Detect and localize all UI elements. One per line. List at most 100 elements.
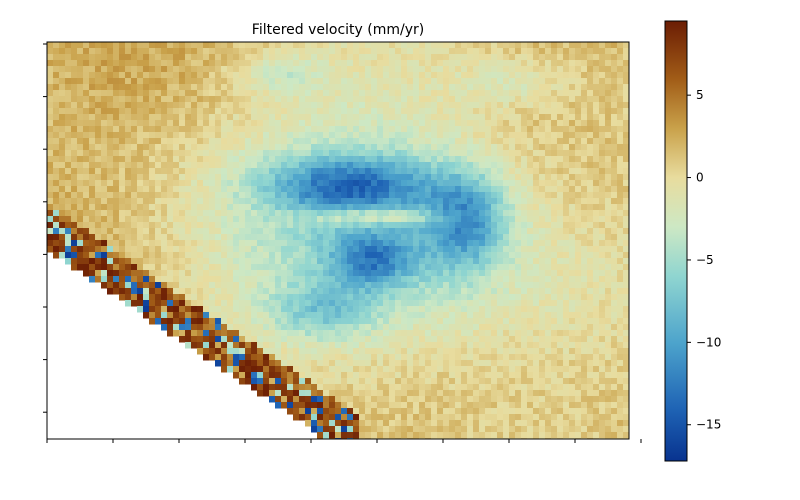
heatmap-cell — [575, 270, 582, 277]
heatmap-cell — [107, 264, 114, 271]
heatmap-cell — [347, 84, 354, 91]
heatmap-cell — [569, 252, 576, 259]
heatmap-cell — [257, 288, 264, 295]
heatmap-cell — [437, 270, 444, 277]
heatmap-cell — [545, 198, 552, 205]
heatmap-cell — [149, 318, 156, 325]
heatmap-cell — [587, 276, 594, 283]
heatmap-cell — [347, 354, 354, 361]
heatmap-cell — [419, 156, 426, 163]
heatmap-cell — [215, 162, 222, 169]
heatmap-cell — [353, 246, 360, 253]
heatmap-cell — [479, 240, 486, 247]
heatmap-cell — [413, 222, 420, 229]
heatmap-cell — [215, 144, 222, 151]
heatmap-cell — [101, 192, 108, 199]
heatmap-cell — [125, 90, 132, 97]
heatmap-cell — [269, 180, 276, 187]
heatmap-cell — [605, 108, 612, 115]
heatmap-cell — [215, 138, 222, 145]
heatmap-cell — [437, 252, 444, 259]
heatmap-cell — [419, 354, 426, 361]
heatmap-cell — [53, 228, 60, 235]
heatmap-cell — [467, 330, 474, 337]
heatmap-cell — [389, 258, 396, 265]
heatmap-cell — [473, 288, 480, 295]
heatmap-cell — [473, 246, 480, 253]
heatmap-cell — [473, 162, 480, 169]
heatmap-cell — [311, 150, 318, 157]
heatmap-cell — [197, 216, 204, 223]
heatmap-cell — [233, 108, 240, 115]
heatmap-cell — [545, 156, 552, 163]
heatmap-cell — [95, 252, 102, 259]
heatmap-cell — [53, 240, 60, 247]
heatmap-cell — [467, 222, 474, 229]
heatmap-cell — [227, 126, 234, 133]
heatmap-cell — [299, 180, 306, 187]
heatmap-cell — [479, 222, 486, 229]
heatmap-cell — [107, 54, 114, 61]
heatmap-cell — [77, 114, 84, 121]
heatmap-cell — [527, 138, 534, 145]
heatmap-cell — [497, 96, 504, 103]
heatmap-cell — [605, 102, 612, 109]
heatmap-cell — [383, 84, 390, 91]
heatmap-cell — [527, 78, 534, 85]
heatmap-cell — [407, 354, 414, 361]
heatmap-cell — [569, 186, 576, 193]
heatmap-cell — [191, 288, 198, 295]
heatmap-cell — [239, 300, 246, 307]
heatmap-cell — [59, 150, 66, 157]
heatmap-cell — [509, 204, 516, 211]
heatmap-cell — [269, 198, 276, 205]
heatmap-cell — [455, 288, 462, 295]
heatmap-cell — [107, 216, 114, 223]
heatmap-cell — [281, 282, 288, 289]
heatmap-cell — [191, 342, 198, 349]
heatmap-cell — [413, 126, 420, 133]
heatmap-cell — [179, 204, 186, 211]
heatmap-cell — [191, 138, 198, 145]
heatmap-cell — [437, 330, 444, 337]
heatmap-cell — [335, 162, 342, 169]
heatmap-cell — [449, 324, 456, 331]
heatmap-cell — [161, 72, 168, 79]
heatmap-cell — [473, 90, 480, 97]
heatmap-cell — [167, 144, 174, 151]
heatmap-cell — [95, 42, 102, 49]
heatmap-cell — [617, 150, 624, 157]
heatmap-cell — [347, 96, 354, 103]
heatmap-cell — [539, 144, 546, 151]
heatmap-cell — [473, 204, 480, 211]
heatmap-cell — [383, 102, 390, 109]
heatmap-cell — [359, 102, 366, 109]
heatmap-cell — [509, 318, 516, 325]
heatmap-cell — [83, 186, 90, 193]
heatmap-cell — [323, 66, 330, 73]
heatmap-cell — [299, 96, 306, 103]
heatmap-cell — [503, 108, 510, 115]
heatmap-cell — [461, 258, 468, 265]
heatmap-cell — [317, 306, 324, 313]
heatmap-cell — [89, 126, 96, 133]
heatmap-cell — [431, 54, 438, 61]
heatmap-cell — [323, 330, 330, 337]
heatmap-cell — [179, 138, 186, 145]
heatmap-cell — [215, 66, 222, 73]
heatmap-cell — [521, 180, 528, 187]
heatmap-cell — [155, 198, 162, 205]
heatmap-cell — [119, 210, 126, 217]
heatmap-cell — [341, 204, 348, 211]
heatmap-cell — [191, 42, 198, 49]
heatmap-cell — [317, 342, 324, 349]
heatmap-cell — [341, 306, 348, 313]
heatmap-cell — [293, 66, 300, 73]
heatmap-cell — [497, 288, 504, 295]
heatmap-cell — [245, 258, 252, 265]
heatmap-cell — [467, 348, 474, 355]
heatmap-cell — [389, 72, 396, 79]
heatmap-cell — [305, 306, 312, 313]
heatmap-cell — [479, 150, 486, 157]
heatmap-cell — [173, 252, 180, 259]
